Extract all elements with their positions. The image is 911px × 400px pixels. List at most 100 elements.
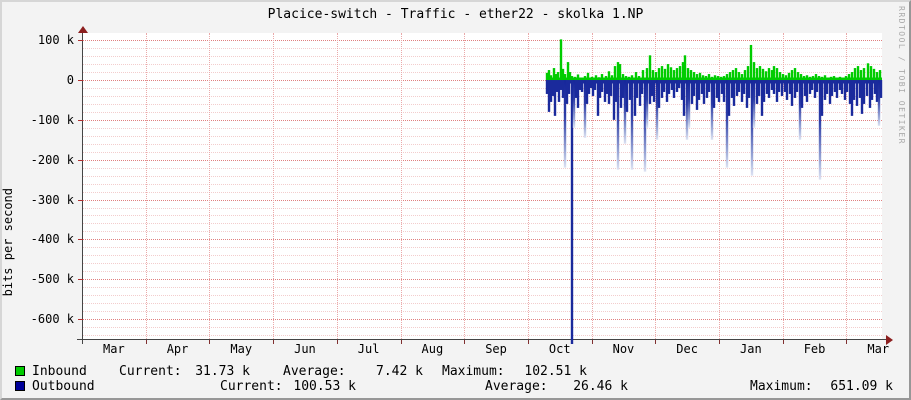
outbound-spike bbox=[553, 80, 557, 116]
inbound-spike bbox=[743, 70, 747, 81]
x-tick bbox=[145, 340, 147, 344]
inbound-spike bbox=[624, 76, 628, 81]
outbound-spike bbox=[788, 80, 792, 94]
outbound-spike bbox=[747, 80, 751, 98]
outbound-spike bbox=[762, 80, 766, 102]
x-tick-label: Jan bbox=[740, 342, 762, 356]
major-hgridline bbox=[82, 239, 882, 241]
minor-hgridline bbox=[82, 72, 882, 74]
inbound-spike bbox=[549, 75, 553, 81]
x-tick-label: Feb bbox=[803, 342, 826, 356]
outbound-spike bbox=[702, 80, 706, 104]
outbound-spike bbox=[735, 80, 739, 96]
outbound-spike bbox=[545, 80, 549, 94]
inbound-spike bbox=[552, 68, 556, 81]
inbound-spike bbox=[755, 68, 759, 81]
outbound-spike bbox=[750, 80, 754, 176]
outbound-spike bbox=[848, 80, 852, 104]
inbound-spike bbox=[698, 72, 702, 81]
outbound-spike bbox=[879, 80, 883, 98]
inbound-spike bbox=[618, 64, 622, 81]
x-axis-arrow-icon bbox=[886, 335, 893, 345]
outbound-spike bbox=[852, 80, 856, 100]
outbound-spike bbox=[700, 80, 704, 94]
x-tick-label: Jun bbox=[294, 342, 316, 356]
outbound-spike bbox=[572, 80, 576, 128]
outbound-spike bbox=[725, 80, 729, 168]
minor-hgridline bbox=[82, 255, 882, 257]
outbound-spike bbox=[655, 80, 659, 140]
outbound-spike bbox=[808, 80, 812, 94]
outbound-spike bbox=[600, 80, 604, 92]
outbound-spike bbox=[640, 80, 644, 94]
outbound-spike bbox=[793, 80, 797, 98]
month-gridline bbox=[782, 33, 784, 339]
y-tick-label: 100 k bbox=[37, 33, 74, 48]
outbound-spike bbox=[650, 80, 654, 96]
outbound-spike bbox=[675, 80, 679, 92]
outbound-current-value: 100.53 k bbox=[293, 379, 356, 394]
x-tick bbox=[846, 340, 848, 344]
minor-hgridline bbox=[82, 48, 882, 50]
inbound-spike bbox=[793, 68, 797, 81]
minor-hgridline bbox=[82, 95, 882, 97]
inbound-spike bbox=[847, 74, 851, 81]
outbound-spike bbox=[657, 80, 661, 108]
inbound-spike bbox=[859, 70, 863, 81]
inbound-spike bbox=[719, 76, 723, 81]
outbound-spike bbox=[757, 80, 761, 96]
outbound-spike bbox=[549, 80, 553, 102]
x-tick bbox=[209, 340, 211, 344]
inbound-spike bbox=[590, 76, 594, 81]
x-tick bbox=[400, 340, 402, 344]
minor-hgridline bbox=[82, 103, 882, 105]
outbound-spike bbox=[745, 80, 749, 108]
y-tick-label: -600 k bbox=[30, 312, 74, 327]
outbound-average-label: Average: bbox=[485, 379, 548, 394]
outbound-spike bbox=[705, 80, 709, 98]
outbound-spike bbox=[685, 80, 689, 140]
inbound-spike bbox=[832, 76, 836, 81]
outbound-spike bbox=[660, 80, 664, 98]
x-tick-label: Apr bbox=[166, 342, 189, 356]
outbound-spike bbox=[697, 80, 701, 100]
x-tick-label: Dec bbox=[676, 342, 698, 356]
month-gridline bbox=[464, 33, 466, 339]
month-gridline bbox=[145, 33, 147, 339]
inbound-spike bbox=[784, 75, 788, 81]
inbound-spike bbox=[872, 68, 876, 81]
inbound-spike bbox=[563, 74, 567, 81]
minor-hgridline bbox=[82, 167, 882, 169]
major-hgridline bbox=[82, 80, 882, 82]
inbound-average-label: Average: bbox=[283, 364, 346, 379]
outbound-spike bbox=[635, 80, 639, 98]
inbound-spike bbox=[666, 64, 670, 81]
y-axis-line bbox=[82, 31, 83, 344]
outbound-spike bbox=[712, 80, 716, 108]
minor-hgridline bbox=[82, 135, 882, 137]
outbound-current-label: Current: bbox=[220, 379, 283, 394]
inbound-spike bbox=[616, 62, 620, 81]
minor-hgridline bbox=[82, 64, 882, 66]
outbound-spike bbox=[605, 80, 609, 94]
y-tick-label: -200 k bbox=[30, 152, 74, 167]
inbound-spike bbox=[841, 78, 845, 81]
outbound-spike bbox=[737, 80, 741, 92]
outbound-spike bbox=[855, 80, 859, 106]
minor-hgridline bbox=[82, 311, 882, 313]
outbound-spike bbox=[628, 80, 632, 100]
month-gridline bbox=[336, 33, 338, 339]
outbound-spike bbox=[585, 80, 589, 104]
outbound-spike bbox=[742, 80, 746, 94]
outbound-spike bbox=[612, 80, 616, 120]
inbound-spike bbox=[610, 75, 614, 81]
minor-hgridline bbox=[82, 287, 882, 289]
inbound-spike bbox=[576, 74, 580, 81]
outbound-spike bbox=[567, 80, 571, 94]
inbound-spike bbox=[710, 76, 714, 81]
inbound-spike bbox=[778, 72, 782, 81]
month-gridline bbox=[655, 33, 657, 339]
inbound-spike bbox=[764, 71, 768, 81]
inbound-spike bbox=[814, 74, 818, 81]
outbound-spike bbox=[815, 80, 819, 92]
